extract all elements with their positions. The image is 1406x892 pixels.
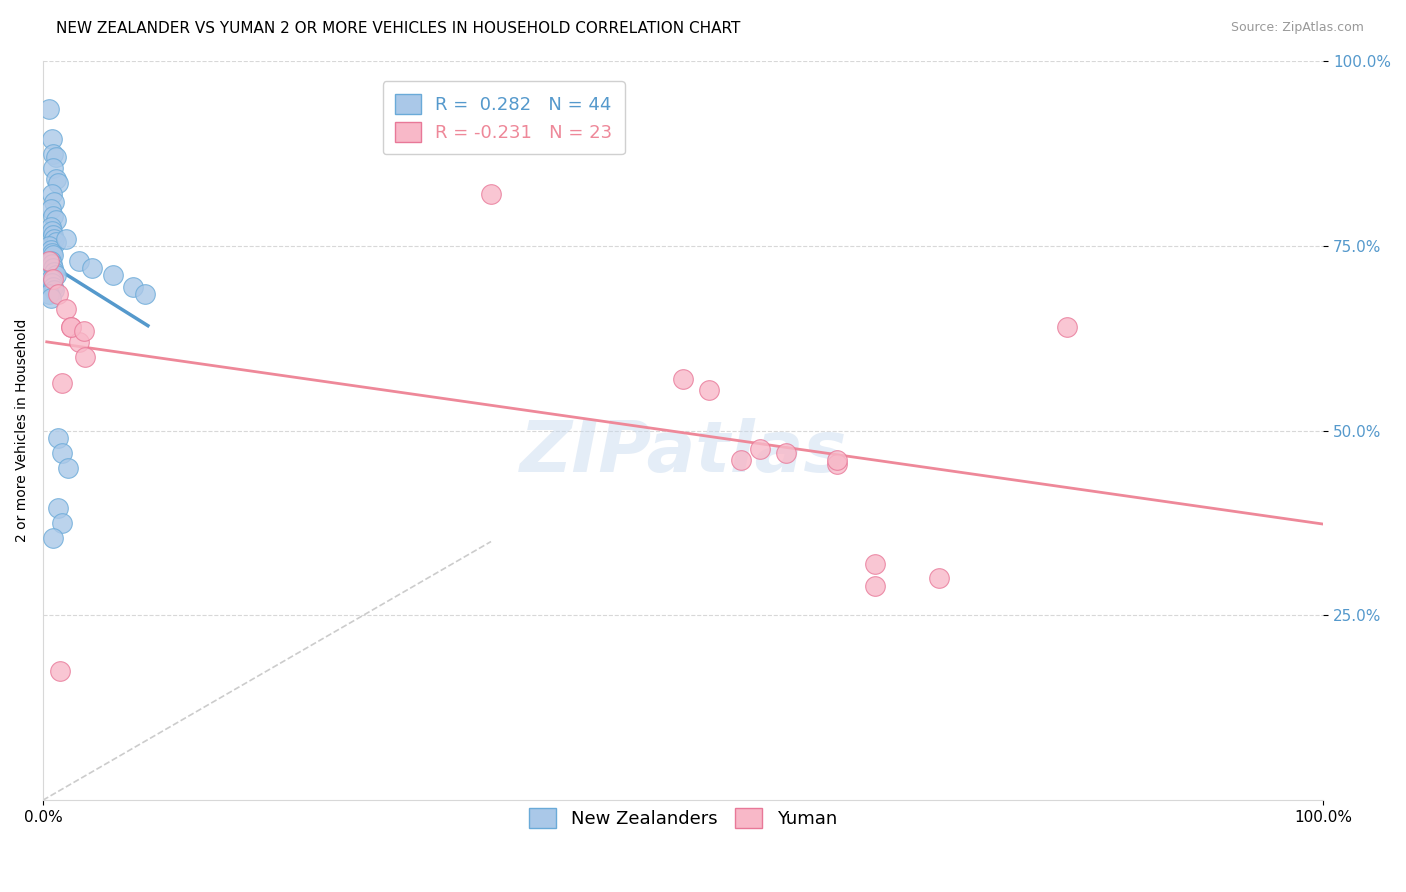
Point [60, 320, 83, 334]
Point [39, 272, 62, 286]
Point [67, 334, 90, 349]
Point [41, 224, 63, 238]
Point [51, 516, 73, 530]
Point [928, 572, 950, 586]
Text: Source: ZipAtlas.com: Source: ZipAtlas.com [1230, 21, 1364, 34]
Point [48, 664, 70, 678]
Point [775, 446, 797, 460]
Legend: New Zealanders, Yuman: New Zealanders, Yuman [522, 801, 844, 836]
Point [60, 320, 83, 334]
Point [44, 265, 66, 279]
Point [697, 383, 720, 397]
Point [38, 287, 60, 301]
Point [42, 279, 65, 293]
Point [41, 187, 63, 202]
Point [45, 268, 67, 283]
Point [42, 227, 65, 242]
Point [479, 187, 502, 202]
Point [45, 213, 67, 227]
Point [38, 102, 60, 116]
Point [45, 235, 67, 250]
Point [46, 176, 69, 190]
Point [44, 194, 66, 209]
Point [863, 557, 886, 571]
Point [42, 161, 65, 176]
Point [863, 579, 886, 593]
Point [46, 431, 69, 445]
Text: ZIPatlas: ZIPatlas [519, 418, 846, 487]
Point [58, 460, 80, 475]
Point [44, 283, 66, 297]
Point [55, 231, 77, 245]
Point [39, 220, 62, 235]
Point [39, 243, 62, 257]
Point [825, 457, 848, 471]
Point [39, 291, 62, 305]
Point [75, 350, 97, 364]
Point [38, 253, 60, 268]
Point [51, 446, 73, 460]
Point [42, 531, 65, 545]
Point [41, 276, 63, 290]
Point [748, 442, 770, 457]
Point [41, 257, 63, 271]
Point [55, 301, 77, 316]
Point [42, 261, 65, 276]
Point [134, 287, 156, 301]
Point [672, 372, 695, 386]
Point [121, 279, 143, 293]
Point [45, 172, 67, 186]
Text: NEW ZEALANDER VS YUMAN 2 OR MORE VEHICLES IN HOUSEHOLD CORRELATION CHART: NEW ZEALANDER VS YUMAN 2 OR MORE VEHICLE… [56, 21, 741, 36]
Point [46, 287, 69, 301]
Point [42, 248, 65, 262]
Point [42, 210, 65, 224]
Point [67, 253, 90, 268]
Point [1056, 320, 1078, 334]
Point [42, 272, 65, 286]
Point [41, 246, 63, 260]
Point [38, 239, 60, 253]
Point [44, 231, 66, 245]
Point [46, 501, 69, 516]
Point [42, 146, 65, 161]
Y-axis label: 2 or more Vehicles in Household: 2 or more Vehicles in Household [15, 319, 30, 542]
Point [39, 253, 62, 268]
Point [73, 324, 96, 338]
Point [39, 202, 62, 216]
Point [51, 376, 73, 390]
Point [41, 132, 63, 146]
Point [730, 453, 752, 467]
Point [45, 150, 67, 164]
Point [825, 453, 848, 467]
Point [80, 261, 103, 276]
Point [103, 268, 125, 283]
